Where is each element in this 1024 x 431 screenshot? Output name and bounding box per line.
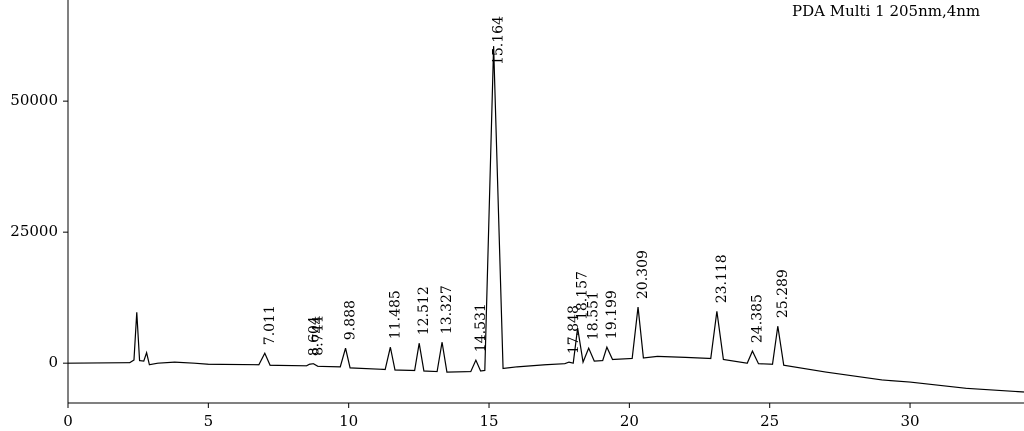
peak-label: 14.531 [473,303,489,352]
peak-label: 15.164 [491,16,507,65]
peak-label: 24.385 [749,294,765,343]
peak-label: 9.888 [343,300,359,340]
peak-label: 17.848 [566,305,582,354]
x-tick-label: 20 [620,412,639,430]
peak-label: 11.485 [387,290,403,339]
x-tick-label: 10 [339,412,358,430]
peak-label: 13.327 [439,285,455,334]
peak-label: 8.604 [306,316,322,356]
x-tick-label: 15 [479,412,498,430]
trace [67,46,1024,393]
peak-label: 25.289 [775,269,791,318]
peak-label: 23.118 [714,254,730,303]
peak-label: 18.551 [586,291,602,340]
peak-label: 12.512 [416,286,432,335]
peak-label: 19.199 [604,290,620,339]
peak-label: 18.157 [575,271,591,320]
peak-label: 20.309 [635,250,651,299]
legend-text: PDA Multi 1 205nm,4nm [792,2,980,20]
peak-label: 7.011 [262,305,278,345]
y-tick-label: 50000 [10,91,58,109]
x-tick-label: 5 [204,412,214,430]
x-tick-label: 30 [900,412,919,430]
peak-label: 8.744 [310,316,326,356]
y-tick-label: 25000 [10,222,58,240]
x-tick-label: 25 [760,412,779,430]
x-tick-label: 0 [63,412,73,430]
y-tick-label: 0 [48,353,58,371]
